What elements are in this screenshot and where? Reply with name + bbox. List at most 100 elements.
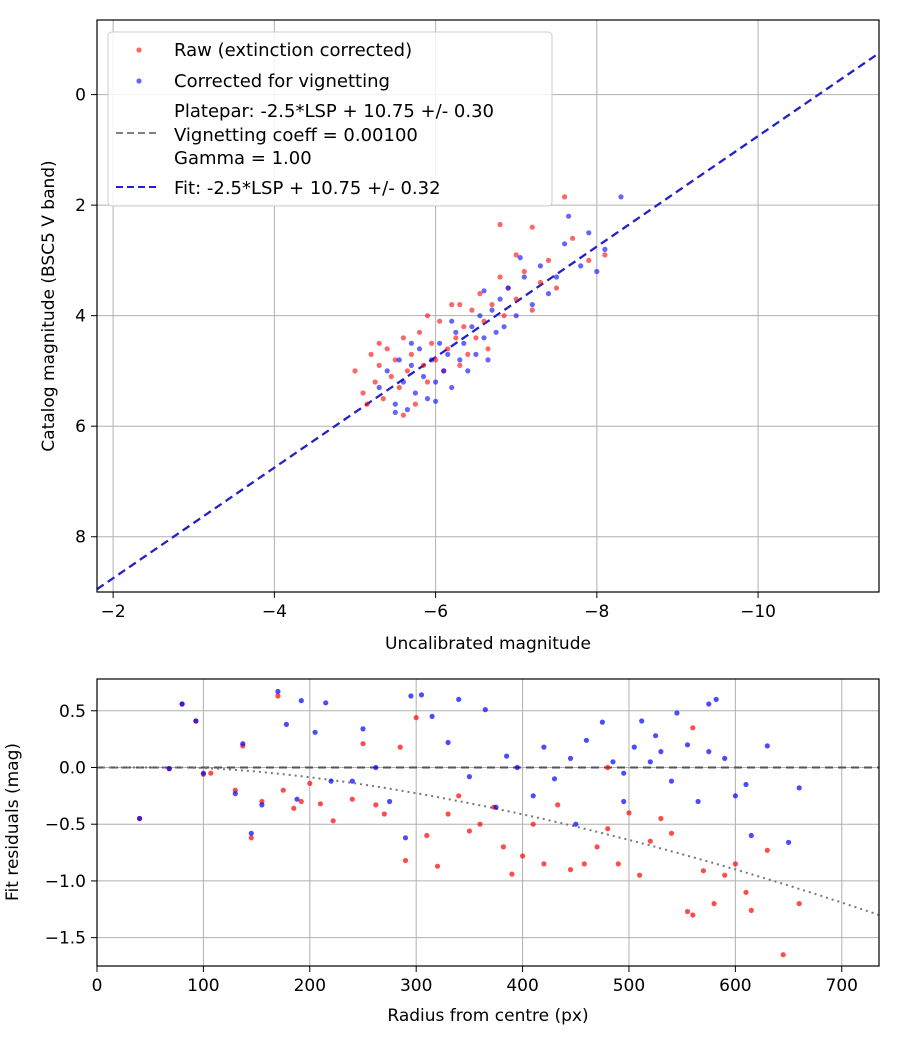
point-raw [521,268,527,275]
point-raw [416,329,423,335]
point-corrected [400,379,406,385]
point-corrected [433,379,439,385]
point-corrected [706,749,712,755]
point-raw [743,889,749,895]
y-tick-label: 6 [75,417,86,437]
point-raw [388,373,394,380]
point-corrected [504,753,510,759]
x-tick-label: −10 [740,602,776,622]
point-corrected [748,832,754,839]
legend-raw-marker [136,47,142,53]
point-corrected [449,384,455,391]
point-corrected [461,340,467,346]
point-raw [469,307,475,313]
point-raw [529,224,535,230]
point-raw [352,368,358,374]
legend-gamma-label: Gamma = 1.00 [174,148,312,169]
point-raw [647,838,653,844]
point-raw [457,362,463,368]
x-tick-label: −4 [262,602,287,622]
point-corrected [610,759,616,765]
point-raw [529,307,535,313]
point-corrected [583,737,590,743]
point-raw [396,384,402,391]
point-corrected [445,351,451,357]
point-corrected [530,793,536,799]
top-points [352,194,624,418]
point-corrected [621,770,627,776]
point-corrected [294,796,300,802]
point-raw [456,793,462,799]
legend: Raw (extinction corrected) Corrected for… [107,31,553,207]
point-corrected [418,692,425,698]
point-raw [449,302,455,308]
point-corrected [501,324,507,330]
point-raw [429,340,435,346]
point-raw [384,346,390,352]
point-raw [437,318,443,324]
point-raw [562,194,568,200]
point-raw [489,302,495,308]
bottom-reference-lines [97,766,879,916]
point-corrected [323,700,329,706]
point-corrected [545,291,552,297]
point-corrected [668,778,675,784]
bottom-x-axis-label: Radius from centre (px) [387,1006,588,1026]
point-corrected [200,770,206,776]
y-tick-label: 8 [75,528,86,548]
point-corrected [456,696,462,703]
point-corrected [713,696,719,703]
point-corrected [420,373,427,380]
bottom-points [137,688,802,958]
point-corrected [193,718,199,724]
point-corrected [796,785,802,791]
point-corrected [404,407,410,413]
point-raw [690,725,696,731]
point-raw [605,826,611,832]
point-corrected [562,241,568,247]
point-raw [408,351,414,357]
y-tick-label: 4 [75,307,86,327]
point-raw [497,221,503,228]
point-raw [376,362,382,368]
point-raw [541,861,547,867]
point-corrected [433,398,439,404]
point-corrected [653,733,659,739]
point-corrected [481,335,487,341]
point-corrected [240,741,246,747]
point-corrected [786,839,792,846]
y-tick-label: −1.0 [45,872,86,892]
point-corrected [437,340,443,346]
point-corrected [505,285,511,291]
point-raw [509,871,515,877]
point-raw [275,693,281,699]
point-corrected [658,749,664,755]
point-corrected [647,759,653,765]
point-raw [424,832,430,839]
point-raw [796,901,802,907]
point-corrected [621,798,627,805]
bottom-ticks: 0 100 200 300 400 500 600 700 0.5 0.0 −0.5 −1.0 −1.5 [45,702,858,996]
top-axes-frame [96,19,880,593]
point-corrected [408,362,414,368]
point-corrected [513,313,519,319]
point-corrected [573,821,579,827]
point-raw [732,861,739,867]
point-raw [445,346,451,352]
point-raw [602,252,608,258]
fit-line-fit [97,52,879,591]
point-corrected [618,194,624,200]
y-tick-label: 0.0 [59,758,86,778]
point-corrected [764,743,770,749]
legend-fit-label: Fit: -2.5*LSP + 10.75 +/- 0.32 [174,178,441,199]
point-corrected [259,802,265,808]
point-corrected [298,698,304,704]
point-corrected [722,755,728,762]
point-raw [594,844,600,850]
point-raw [700,868,707,874]
point-corrected [517,255,523,261]
legend-vignetting-label: Vignetting coeff = 0.00100 [174,125,418,146]
point-corrected [396,357,402,363]
point-raw [626,810,632,816]
point-raw [457,302,463,308]
